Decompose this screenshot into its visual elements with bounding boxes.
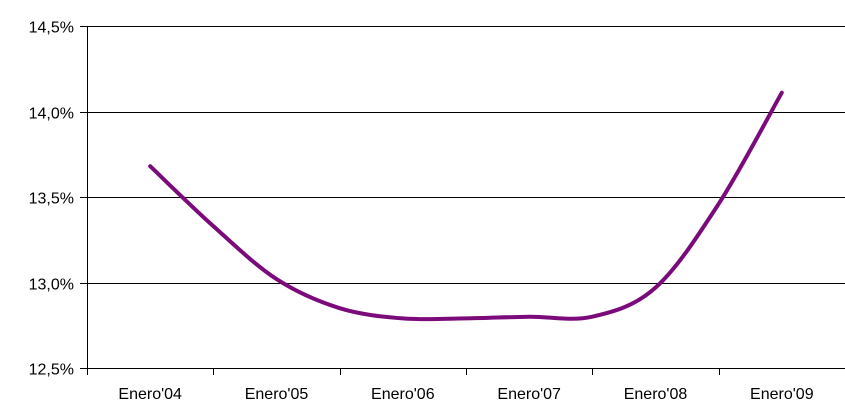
y-tick-label: 12,5%: [29, 362, 74, 379]
grid-lines: [87, 26, 845, 284]
y-tick-label: 14,0%: [29, 106, 74, 123]
axes: [80, 26, 845, 375]
y-axis-tick-labels: 12,5% 13,0% 13,5% 14,0% 14,5%: [29, 20, 74, 379]
x-tick-label: Enero'08: [624, 386, 688, 403]
x-tick-label: Enero'07: [497, 386, 561, 403]
x-tick-label: Enero'05: [245, 386, 309, 403]
series-line: [148, 90, 784, 322]
y-tick-label: 14,5%: [29, 20, 74, 37]
y-tick-label: 13,0%: [29, 277, 74, 294]
x-tick-label: Enero'09: [750, 386, 814, 403]
x-tick-label: Enero'06: [371, 386, 435, 403]
x-axis-tick-labels: Enero'04 Enero'05 Enero'06 Enero'07 Enero'08…: [118, 386, 813, 403]
x-tick-label: Enero'04: [118, 386, 182, 403]
y-tick-label: 13,5%: [29, 191, 74, 208]
series-lines: [148, 90, 784, 322]
